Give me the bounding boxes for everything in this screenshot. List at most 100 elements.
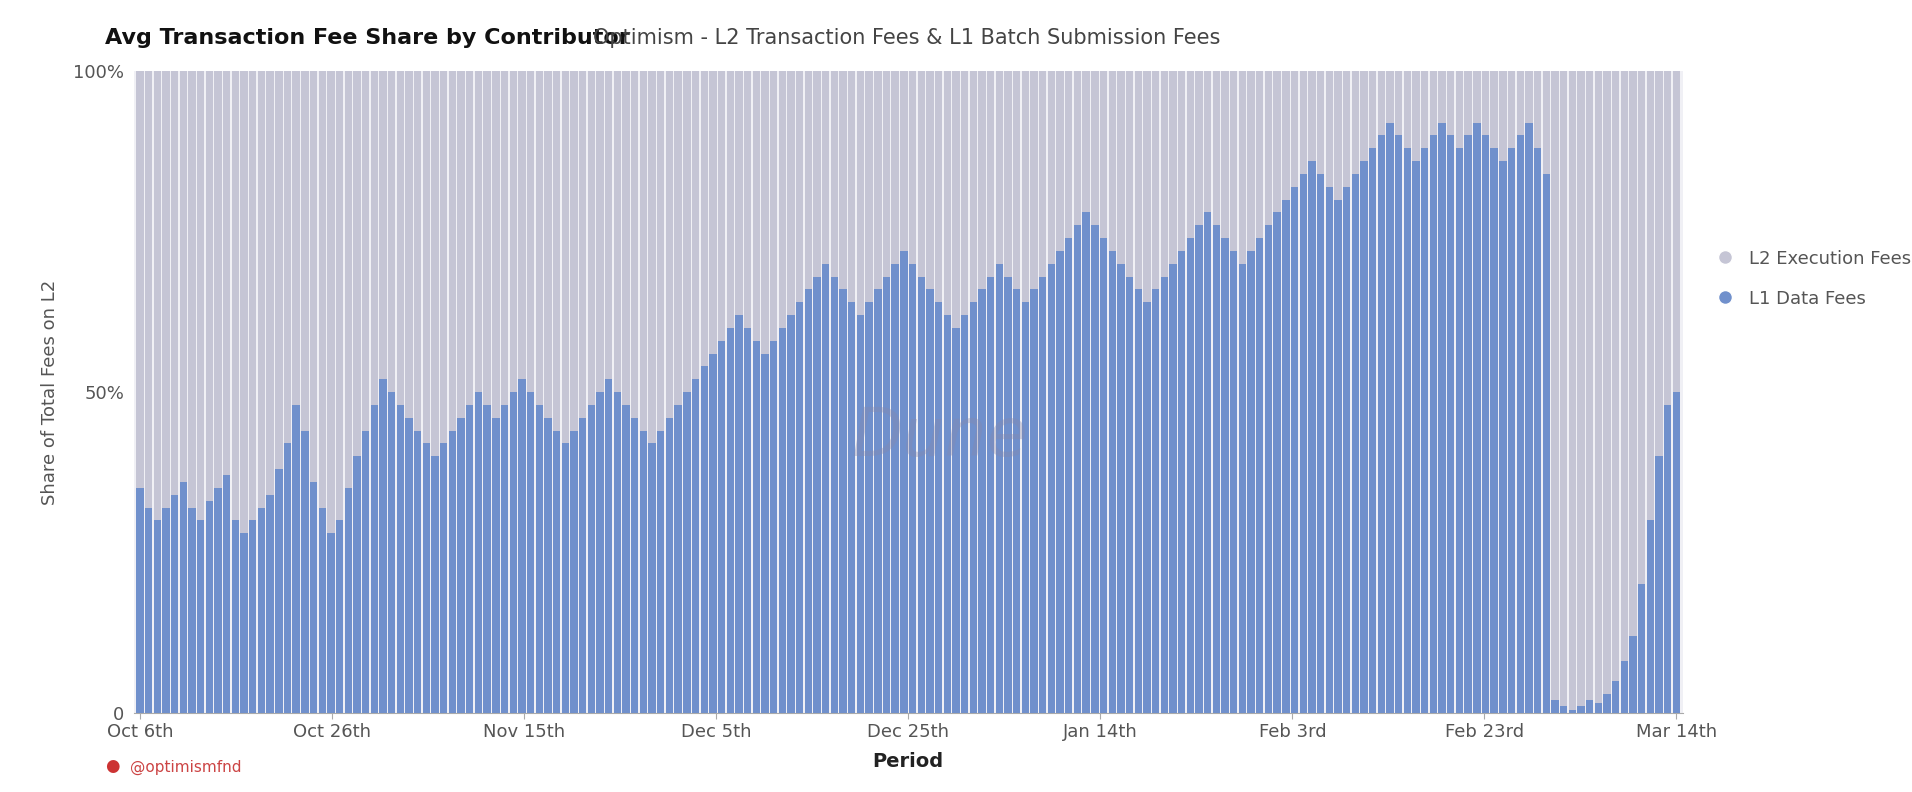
Bar xyxy=(830,71,837,713)
Bar xyxy=(423,71,430,713)
Bar xyxy=(709,353,717,713)
Bar xyxy=(1264,71,1271,713)
Bar xyxy=(1335,71,1342,713)
Bar xyxy=(1212,225,1220,713)
Bar xyxy=(778,328,786,713)
Bar xyxy=(187,508,195,713)
Bar xyxy=(327,71,335,713)
Bar xyxy=(491,417,499,713)
Bar xyxy=(1656,71,1663,713)
Bar xyxy=(1430,71,1438,713)
Bar xyxy=(266,495,273,713)
Bar xyxy=(1359,161,1367,713)
Bar xyxy=(302,71,308,713)
Bar xyxy=(795,71,803,713)
Bar xyxy=(371,405,379,713)
X-axis label: Period: Period xyxy=(872,752,945,771)
Bar xyxy=(1430,135,1438,713)
Bar xyxy=(388,71,396,713)
Bar xyxy=(866,71,872,713)
Bar xyxy=(1577,71,1585,713)
Bar xyxy=(1117,264,1124,713)
Bar xyxy=(744,328,751,713)
Bar xyxy=(962,315,967,713)
Bar xyxy=(562,444,570,713)
Bar xyxy=(153,71,161,713)
Bar xyxy=(1161,71,1168,713)
Bar xyxy=(1352,71,1359,713)
Bar xyxy=(1447,135,1455,713)
Bar xyxy=(839,71,847,713)
Bar xyxy=(1205,71,1212,713)
Bar xyxy=(849,71,855,713)
Bar xyxy=(1273,71,1281,713)
Bar xyxy=(945,315,950,713)
Bar xyxy=(293,405,300,713)
Bar xyxy=(727,71,734,713)
Bar xyxy=(214,488,222,713)
Bar xyxy=(249,71,256,713)
Bar xyxy=(405,71,413,713)
Bar xyxy=(1516,71,1524,713)
Bar xyxy=(908,71,916,713)
Bar xyxy=(337,520,344,713)
Bar xyxy=(1421,148,1428,713)
Bar xyxy=(170,71,178,713)
Legend: L2 Execution Fees, L1 Data Fees: L2 Execution Fees, L1 Data Fees xyxy=(1707,241,1912,317)
Bar xyxy=(1109,251,1117,713)
Bar xyxy=(1038,71,1046,713)
Bar xyxy=(778,71,786,713)
Bar xyxy=(474,71,482,713)
Bar xyxy=(717,71,725,713)
Bar xyxy=(467,405,474,713)
Bar xyxy=(1283,71,1289,713)
Bar xyxy=(1075,71,1080,713)
Bar xyxy=(1585,700,1593,713)
Bar xyxy=(597,392,604,713)
Bar xyxy=(1465,135,1472,713)
Bar xyxy=(241,71,249,713)
Bar xyxy=(1222,238,1229,713)
Bar xyxy=(1092,225,1099,713)
Bar xyxy=(1621,71,1629,713)
Bar xyxy=(849,303,855,713)
Bar xyxy=(736,315,742,713)
Bar xyxy=(1342,71,1350,713)
Bar xyxy=(197,520,205,713)
Bar xyxy=(337,71,344,713)
Bar xyxy=(562,71,570,713)
Bar xyxy=(1308,161,1315,713)
Bar xyxy=(283,71,291,713)
Bar xyxy=(1646,71,1654,713)
Bar xyxy=(180,482,187,713)
Bar xyxy=(641,431,646,713)
Bar xyxy=(614,392,621,713)
Bar xyxy=(1021,71,1029,713)
Bar xyxy=(491,71,499,713)
Bar xyxy=(553,431,560,713)
Bar xyxy=(1551,700,1558,713)
Bar xyxy=(1447,71,1455,713)
Bar xyxy=(1455,148,1463,713)
Bar xyxy=(241,533,249,713)
Bar xyxy=(987,71,994,713)
Bar xyxy=(717,341,725,713)
Bar xyxy=(675,405,683,713)
Bar xyxy=(1629,636,1637,713)
Bar xyxy=(604,379,612,713)
Bar xyxy=(1222,71,1229,713)
Bar xyxy=(1082,212,1090,713)
Bar xyxy=(440,444,447,713)
Bar xyxy=(996,264,1004,713)
Bar xyxy=(310,482,317,713)
Bar xyxy=(275,469,283,713)
Bar xyxy=(1604,694,1610,713)
Bar xyxy=(1099,71,1107,713)
Bar xyxy=(1639,584,1646,713)
Bar xyxy=(935,303,943,713)
Bar xyxy=(1438,71,1445,713)
Bar xyxy=(579,71,587,713)
Bar xyxy=(1082,71,1090,713)
Bar xyxy=(1526,71,1533,713)
Bar xyxy=(231,71,239,713)
